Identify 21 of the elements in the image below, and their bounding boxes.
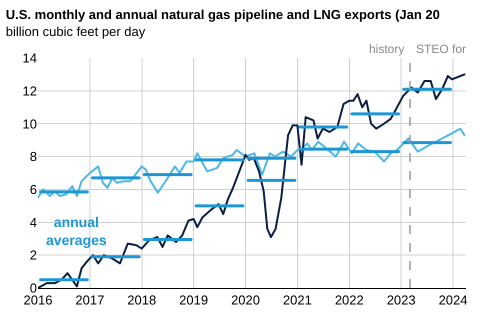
x-tick-label: 2022 (334, 292, 364, 308)
y-tick-label: 12 (22, 83, 37, 98)
annotation: annual averages (46, 214, 107, 248)
x-tick-label: 2017 (75, 292, 104, 308)
text: STEO for (416, 42, 466, 56)
line-series (38, 128, 466, 199)
chart-title: U.S. monthly and annual natural gas pipeline and LNG exports (Jan 20 (6, 7, 440, 22)
y-tick-label: 2 (30, 248, 37, 263)
x-tick-label: 2018 (127, 292, 156, 308)
y-tick-label: 4 (30, 214, 37, 230)
y-tick-label: 6 (30, 182, 37, 197)
chart-subtitle: billion cubic feet per day (6, 24, 146, 40)
y-tick-label: 14 (22, 50, 37, 66)
x-tick-label: 2021 (282, 292, 312, 308)
ref-line-label: history (369, 42, 404, 56)
x-tick-label: 2020 (231, 292, 260, 308)
x-tick-label: 2024 (438, 292, 468, 308)
x-tick-label: 2019 (179, 292, 208, 308)
y-tick-label: 8 (30, 149, 37, 164)
y-tick-label: 10 (22, 116, 37, 132)
x-tick-label: 2023 (386, 292, 416, 308)
